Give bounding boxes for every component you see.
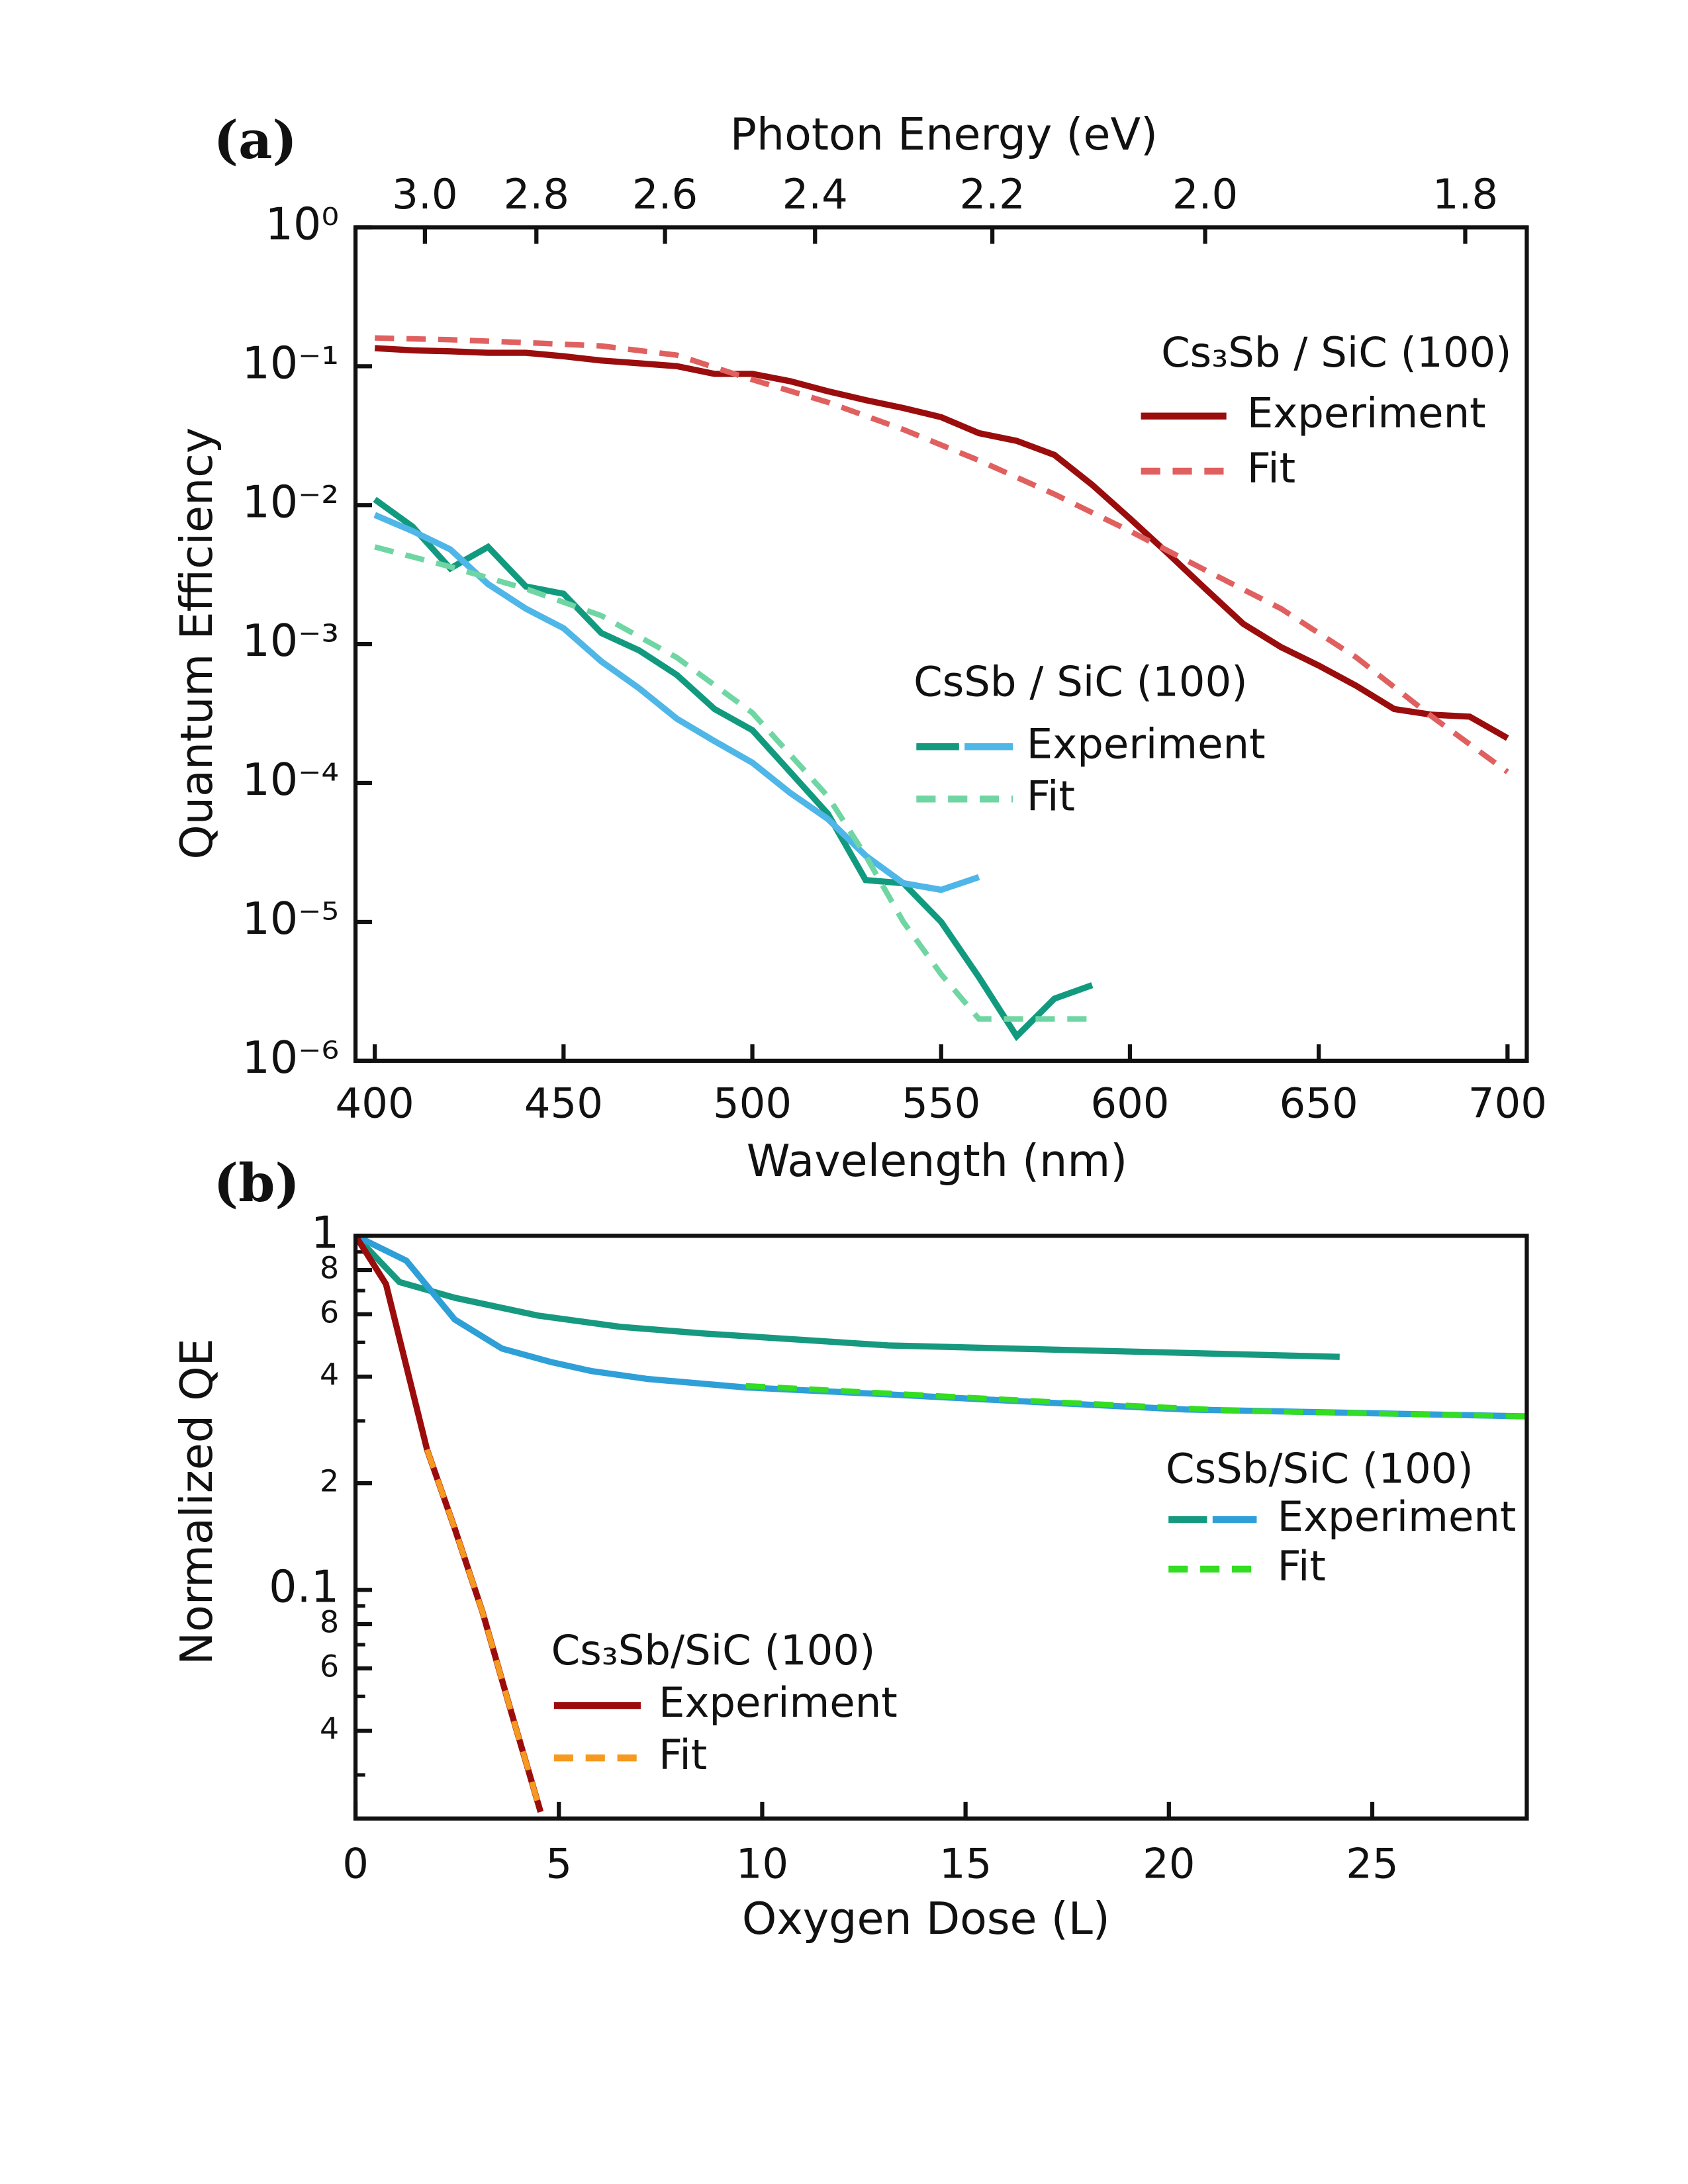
y-tick-label: 6 — [320, 1294, 339, 1330]
x-tick-label: 450 — [524, 1079, 603, 1128]
legend-title: CsSb / SiC (100) — [914, 658, 1247, 706]
y-tick-label: 8 — [320, 1250, 339, 1286]
legend-label: Fit — [659, 1731, 707, 1779]
legend-label: Experiment — [1278, 1492, 1517, 1541]
x-tick-label: 650 — [1280, 1079, 1358, 1128]
legend-label: Experiment — [1247, 389, 1486, 437]
legend-label: Fit — [1027, 772, 1075, 820]
x2-tick-label: 2.0 — [1172, 170, 1238, 218]
x2-tick-label: 2.4 — [782, 170, 848, 218]
data-line — [375, 335, 1509, 774]
x-tick-label: 400 — [336, 1079, 414, 1128]
y-tick-label: 10⁻⁵ — [242, 893, 339, 944]
legend-label: Experiment — [659, 1678, 898, 1727]
data-line — [374, 345, 1509, 741]
plot-frame — [353, 1234, 1529, 1821]
x2-tick-label: 3.0 — [392, 170, 457, 218]
panel-label: (b) — [214, 1152, 300, 1214]
x2-tick-label: 2.8 — [504, 170, 569, 218]
y-tick-label: 4 — [320, 1711, 339, 1747]
y-tick-label: 10⁰ — [265, 199, 339, 250]
x-tick-label: 20 — [1143, 1840, 1195, 1888]
x-tick-label: 0 — [342, 1840, 369, 1888]
y-tick-label: 10⁻² — [242, 476, 339, 527]
y-tick-label: 6 — [320, 1648, 339, 1684]
plot-frame — [353, 225, 1529, 1063]
legend-label: Experiment — [1027, 719, 1266, 768]
y-tick-label: 10⁻⁶ — [242, 1032, 339, 1083]
y-tick-label: 1 — [311, 1206, 339, 1258]
y-tick-label: 10⁻³ — [242, 615, 339, 666]
x2-tick-label: 1.8 — [1432, 170, 1498, 218]
y-tick-label: 10⁻¹ — [242, 337, 339, 388]
legend-title: CsSb/SiC (100) — [1166, 1444, 1474, 1492]
x-tick-label: 5 — [545, 1840, 572, 1888]
data-line — [355, 1236, 1527, 1420]
y-tick-label: 8 — [320, 1604, 339, 1640]
x2-tick-label: 2.6 — [632, 170, 698, 218]
x2-axis-label: Photon Energy (eV) — [730, 109, 1158, 160]
x2-tick-label: 2.2 — [959, 170, 1025, 218]
x-tick-label: 25 — [1346, 1840, 1398, 1888]
data-line — [373, 512, 980, 893]
data-line — [355, 1236, 1340, 1360]
x-tick-label: 10 — [736, 1840, 788, 1888]
x-tick-label: 550 — [902, 1079, 980, 1128]
y-axis-label: Normalized QE — [171, 1338, 222, 1664]
y-tick-label: 2 — [320, 1463, 339, 1499]
y-tick-label: 0.1 — [269, 1561, 339, 1612]
legend-label: Fit — [1278, 1542, 1326, 1590]
x-tick-label: 500 — [713, 1079, 792, 1128]
x-axis-label: Oxygen Dose (L) — [742, 1893, 1110, 1944]
x-axis-label: Wavelength (nm) — [747, 1135, 1127, 1187]
y-tick-label: 4 — [320, 1357, 339, 1392]
legend-title: Cs₃Sb/SiC (100) — [551, 1626, 876, 1674]
y-axis-label: Quantum Efficiency — [171, 428, 222, 860]
data-line — [373, 496, 1094, 1042]
x-tick-label: 700 — [1468, 1079, 1547, 1128]
x-tick-label: 600 — [1090, 1079, 1169, 1128]
legend-title: Cs₃Sb / SiC (100) — [1161, 328, 1511, 377]
legend-label: Fit — [1247, 444, 1295, 492]
panel-label: (a) — [214, 109, 297, 171]
data-line — [374, 544, 1092, 1022]
y-tick-label: 10⁻⁴ — [242, 754, 339, 805]
x-tick-label: 15 — [939, 1840, 992, 1888]
data-line — [424, 1448, 543, 1813]
data-line — [745, 1383, 1527, 1420]
